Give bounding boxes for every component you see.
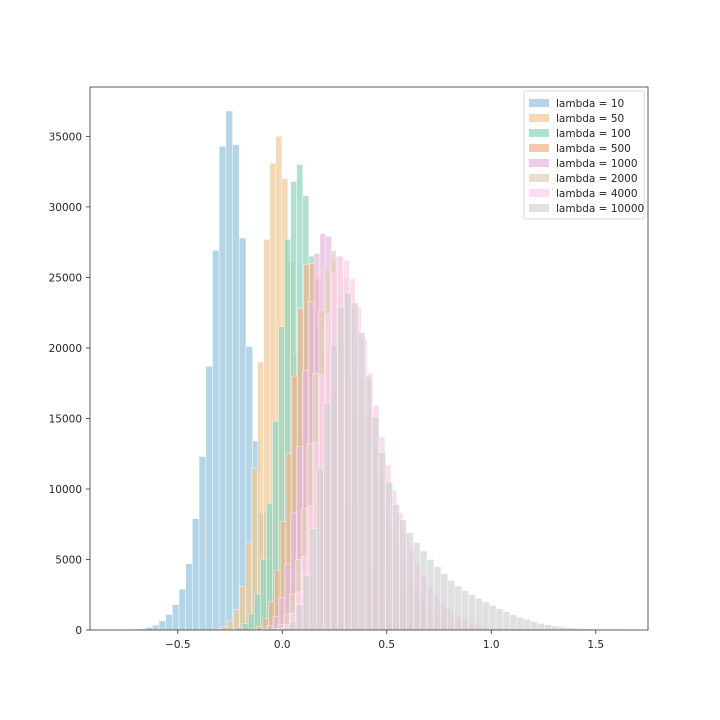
histogram-bar xyxy=(426,559,435,631)
y-axis: 0 5000 10000 15000 20000 25000 30000 35000 xyxy=(49,131,90,637)
histogram-bar xyxy=(233,609,240,631)
histogram-bar xyxy=(357,332,366,631)
histogram-bar xyxy=(461,590,469,631)
y-tick-label: 20000 xyxy=(49,343,82,355)
histogram-bar xyxy=(192,518,200,631)
histogram-bar xyxy=(364,375,373,631)
histogram-bar xyxy=(323,402,331,631)
histogram-bar xyxy=(288,621,297,631)
histogram-bar xyxy=(212,250,220,631)
histogram-bar xyxy=(481,601,490,631)
legend-label: lambda = 1000 xyxy=(556,158,638,170)
histogram-bar xyxy=(344,292,352,631)
histogram-bar xyxy=(350,302,359,631)
legend-label: lambda = 100 xyxy=(556,128,631,140)
histogram-bar xyxy=(247,613,255,631)
histogram-bar xyxy=(419,550,428,631)
histogram-bar xyxy=(302,574,311,631)
legend-swatch xyxy=(529,99,549,107)
histogram-bar xyxy=(557,626,566,631)
histogram-bar xyxy=(158,620,166,631)
histogram-bar xyxy=(378,451,387,631)
legend-swatch xyxy=(529,189,549,197)
x-tick-label: −0.5 xyxy=(165,639,191,651)
histogram-bar xyxy=(227,620,234,631)
y-tick-label: 30000 xyxy=(49,202,82,214)
histogram-bar xyxy=(406,532,414,631)
histogram-bar xyxy=(198,456,207,631)
legend-swatch xyxy=(529,204,549,212)
histogram-bar xyxy=(530,621,538,631)
histogram-bar xyxy=(232,144,240,631)
histogram-bar xyxy=(185,563,193,631)
histogram-bar xyxy=(447,580,455,631)
histogram-bar xyxy=(433,566,442,631)
histogram-bar xyxy=(220,626,228,631)
y-tick-label: 35000 xyxy=(49,131,82,143)
y-tick-label: 25000 xyxy=(49,272,82,284)
histogram-bar xyxy=(544,624,552,631)
histogram-bar xyxy=(440,573,449,631)
histogram-bar xyxy=(413,542,421,631)
histogram-bar xyxy=(337,306,345,631)
histogram-bar xyxy=(241,623,249,631)
legend-label: lambda = 10000 xyxy=(556,203,644,215)
histogram-bar xyxy=(172,604,180,631)
histogram-bar xyxy=(178,588,187,631)
legend-label: lambda = 2000 xyxy=(556,173,638,185)
legend: lambda = 10 lambda = 50 lambda = 100 lambda… xyxy=(523,90,645,220)
y-tick-label: 0 xyxy=(75,625,82,637)
histogram-bar xyxy=(468,594,476,631)
legend-swatch xyxy=(529,114,549,122)
histogram-bar xyxy=(385,481,393,631)
histogram-bar xyxy=(550,625,559,631)
legend-label: lambda = 50 xyxy=(556,113,624,125)
legend-box xyxy=(523,90,645,220)
histogram-bar xyxy=(392,504,400,631)
x-tick-label: 0.5 xyxy=(378,639,395,651)
histogram-bar xyxy=(165,614,173,631)
histogram-bar xyxy=(316,467,324,631)
x-axis: −0.5 0.0 0.5 1.0 1.5 xyxy=(165,630,604,651)
histogram-bar xyxy=(488,605,497,631)
legend-label: lambda = 10 xyxy=(556,98,624,110)
legend-swatch xyxy=(529,174,549,182)
x-tick-label: 1.5 xyxy=(587,639,604,651)
y-tick-label: 15000 xyxy=(49,413,82,425)
legend-swatch xyxy=(529,144,549,152)
y-tick-label: 10000 xyxy=(49,484,82,496)
histogram-bar xyxy=(218,145,227,631)
histogram-bar xyxy=(509,614,518,631)
histogram-bar xyxy=(475,597,483,631)
histogram-bar xyxy=(330,344,338,631)
x-tick-label: 0.0 xyxy=(274,639,291,651)
histogram-bar xyxy=(502,611,511,631)
plot-frame xyxy=(89,86,649,631)
histogram-bar xyxy=(205,365,213,631)
histogram-bar xyxy=(516,617,524,631)
histogram-bar xyxy=(454,585,462,631)
legend-swatch xyxy=(529,159,549,167)
histogram-bar xyxy=(309,528,318,631)
histogram-bar xyxy=(253,593,261,631)
legend-label: lambda = 4000 xyxy=(556,188,638,200)
histogram-bar xyxy=(523,619,531,631)
histogram-bar xyxy=(238,237,247,631)
histogram-bar xyxy=(371,416,380,631)
histogram-bar xyxy=(225,110,233,631)
histogram-bar xyxy=(151,624,160,631)
y-tick-label: 5000 xyxy=(55,554,82,566)
x-tick-label: 1.0 xyxy=(483,639,500,651)
histogram-bar xyxy=(399,519,407,631)
histogram-bar xyxy=(295,604,304,631)
legend-label: lambda = 500 xyxy=(556,143,631,155)
histogram-bar xyxy=(537,623,545,631)
histogram-bar xyxy=(495,608,504,631)
legend-swatch xyxy=(529,129,549,137)
